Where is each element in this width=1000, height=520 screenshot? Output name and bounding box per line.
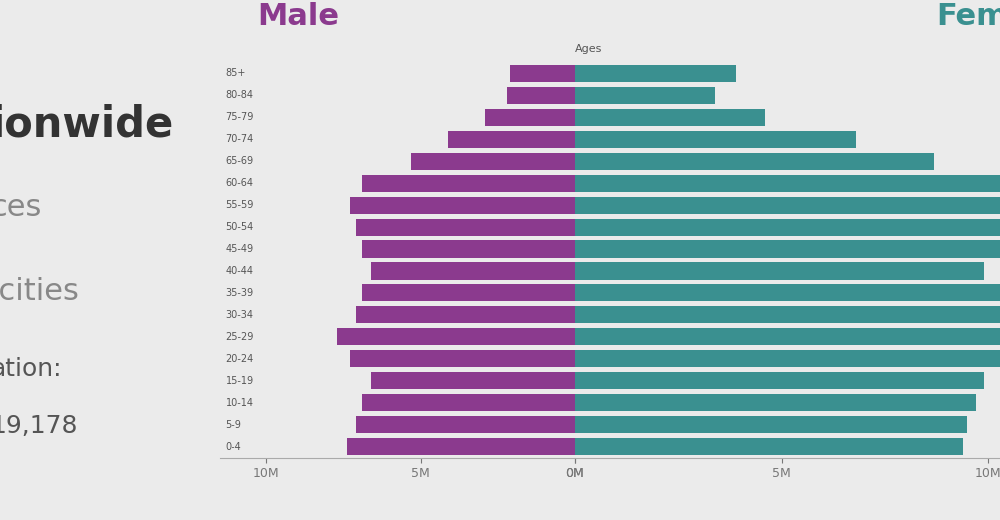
Text: 70-74: 70-74 bbox=[226, 134, 254, 144]
Text: 80-84: 80-84 bbox=[226, 90, 254, 100]
Text: 35-39: 35-39 bbox=[226, 288, 254, 298]
Text: 65-69: 65-69 bbox=[226, 156, 254, 166]
Text: Male: Male bbox=[257, 2, 339, 31]
Bar bbox=[575, 416, 967, 433]
Bar bbox=[575, 240, 1000, 257]
Bar bbox=[575, 153, 934, 170]
Text: 19,178: 19,178 bbox=[0, 414, 78, 438]
Text: 30-34: 30-34 bbox=[226, 310, 254, 320]
Text: 20-24: 20-24 bbox=[226, 354, 254, 364]
Text: Ages: Ages bbox=[575, 45, 602, 55]
Bar bbox=[371, 372, 575, 389]
Text: 40-44: 40-44 bbox=[226, 266, 254, 276]
Bar bbox=[337, 328, 575, 345]
Text: icities: icities bbox=[0, 277, 79, 306]
Bar bbox=[575, 197, 1000, 214]
Text: 25-29: 25-29 bbox=[226, 332, 254, 342]
Bar bbox=[362, 394, 575, 411]
Text: ionwide: ionwide bbox=[0, 104, 173, 146]
Bar bbox=[350, 197, 575, 214]
Bar bbox=[356, 416, 575, 433]
Bar bbox=[448, 131, 575, 148]
Bar bbox=[356, 218, 575, 236]
Text: 75-79: 75-79 bbox=[226, 112, 254, 122]
Text: 5-9: 5-9 bbox=[226, 420, 241, 430]
Bar bbox=[575, 131, 856, 148]
Bar bbox=[507, 87, 575, 104]
Text: ces: ces bbox=[0, 193, 41, 223]
Bar bbox=[362, 240, 575, 257]
Bar bbox=[575, 372, 984, 389]
Bar bbox=[510, 65, 575, 82]
Bar bbox=[575, 263, 984, 280]
Bar bbox=[575, 306, 1000, 323]
Bar bbox=[575, 65, 736, 82]
Bar bbox=[356, 306, 575, 323]
Bar bbox=[362, 175, 575, 192]
Bar bbox=[347, 438, 575, 455]
Bar bbox=[485, 109, 575, 126]
Text: 60-64: 60-64 bbox=[226, 178, 254, 188]
Bar bbox=[575, 109, 765, 126]
Text: 15-19: 15-19 bbox=[226, 376, 254, 386]
Bar bbox=[371, 263, 575, 280]
Bar bbox=[575, 438, 963, 455]
Text: 10-14: 10-14 bbox=[226, 398, 254, 408]
Text: ation:: ation: bbox=[0, 357, 62, 381]
Bar bbox=[362, 284, 575, 302]
Bar bbox=[575, 87, 715, 104]
Bar bbox=[575, 394, 976, 411]
Text: 55-59: 55-59 bbox=[226, 200, 254, 210]
Bar bbox=[575, 218, 1000, 236]
Bar bbox=[575, 350, 1000, 367]
Bar bbox=[575, 175, 1000, 192]
Bar bbox=[575, 284, 1000, 302]
Text: 0-4: 0-4 bbox=[226, 441, 241, 452]
Text: Female: Female bbox=[936, 2, 1000, 31]
Text: 45-49: 45-49 bbox=[226, 244, 254, 254]
Text: 50-54: 50-54 bbox=[226, 222, 254, 232]
Bar bbox=[350, 350, 575, 367]
Bar bbox=[575, 328, 1000, 345]
Text: 85+: 85+ bbox=[226, 68, 246, 79]
Bar bbox=[411, 153, 575, 170]
